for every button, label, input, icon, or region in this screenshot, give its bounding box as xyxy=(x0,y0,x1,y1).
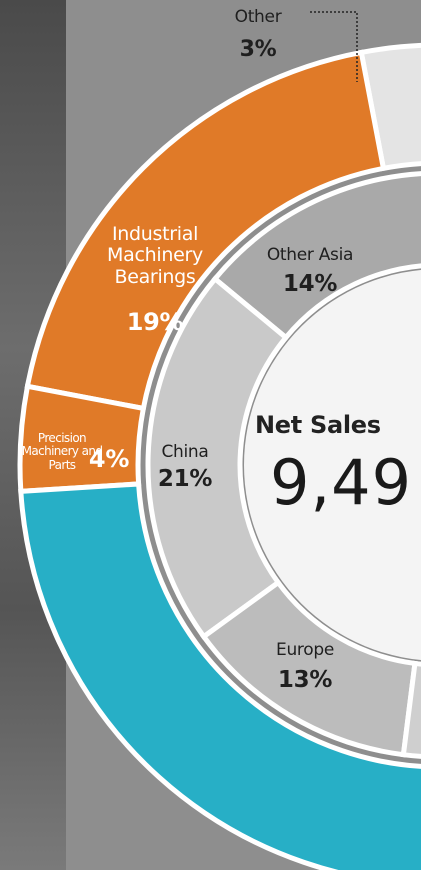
segment-label: Other Asia xyxy=(245,246,375,265)
value-label: 14% xyxy=(245,272,375,298)
value-label: 13% xyxy=(250,668,360,694)
segment-label: Industrial Machinery Bearings xyxy=(95,224,215,288)
segment-label: Europe xyxy=(250,641,360,660)
page: Net Sales 9,49 (() => { const data = JSO… xyxy=(0,0,421,870)
value-label: 21% xyxy=(140,467,230,493)
value-label: 4% xyxy=(84,446,134,473)
value-label: 19% xyxy=(95,309,215,336)
center-value: 9,49 xyxy=(270,448,421,517)
segment-label: Other xyxy=(198,8,318,27)
value-label: 3% xyxy=(198,38,318,63)
center-title: Net Sales xyxy=(190,412,421,439)
segment-label: China xyxy=(140,443,230,462)
